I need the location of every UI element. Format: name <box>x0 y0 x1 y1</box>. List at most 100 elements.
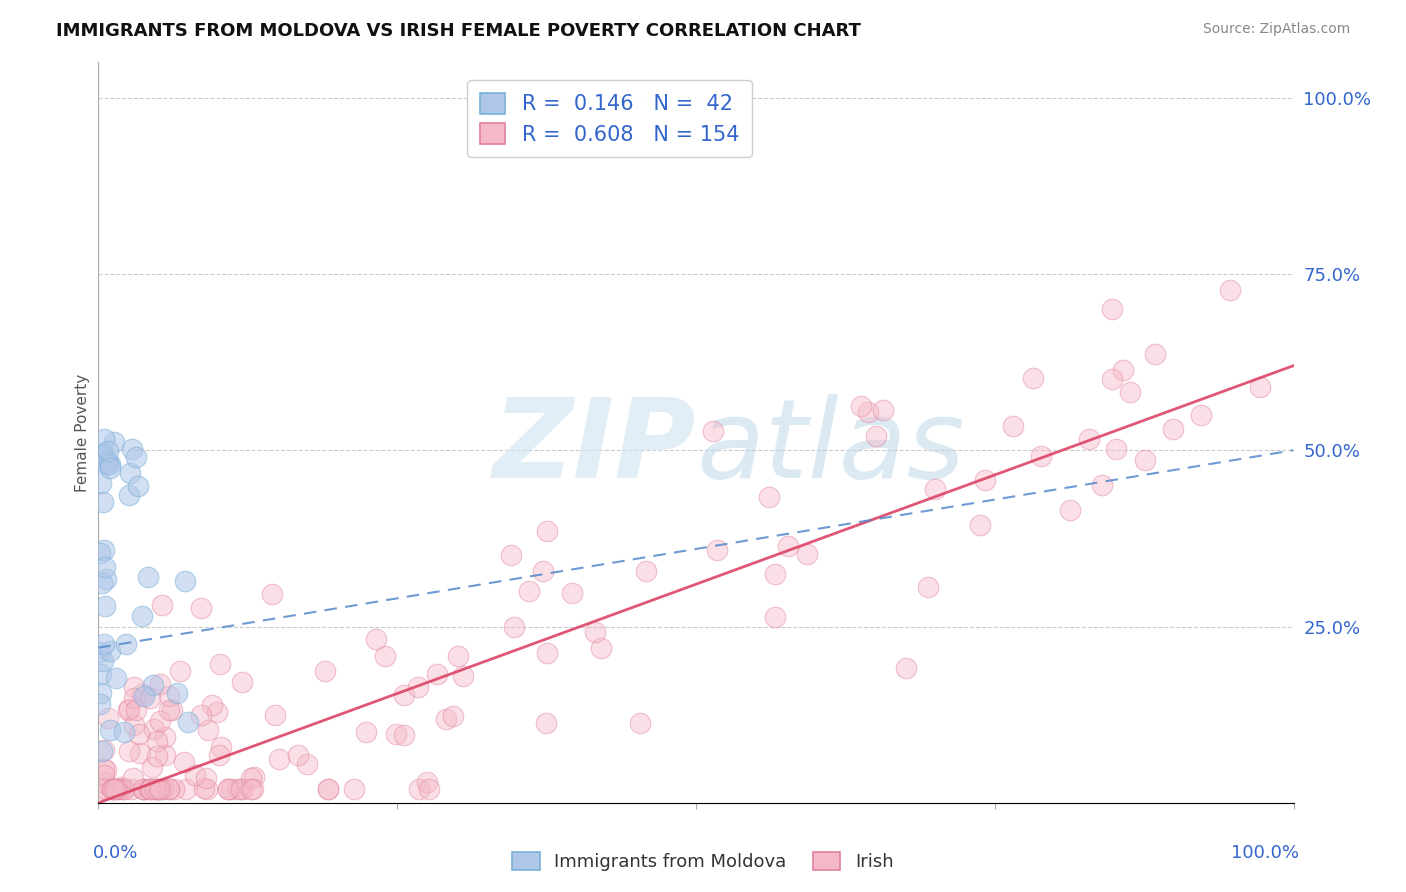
Point <box>93 542 115 557</box>
Point <box>93 636 115 650</box>
Point <box>125 703 148 717</box>
Point <box>865 429 887 443</box>
Point <box>121 442 143 457</box>
Point <box>197 723 219 737</box>
Point <box>153 730 176 744</box>
Point <box>118 488 141 502</box>
Point <box>94 560 117 574</box>
Point <box>157 781 180 796</box>
Point <box>131 608 153 623</box>
Point <box>243 770 266 784</box>
Point <box>1249 380 1271 394</box>
Point <box>97 455 120 469</box>
Point <box>589 641 612 656</box>
Point <box>91 744 114 758</box>
Point <box>1112 363 1135 377</box>
Point <box>94 763 117 777</box>
Point <box>138 781 160 796</box>
Point <box>262 587 284 601</box>
Point <box>499 548 522 562</box>
Point <box>149 714 172 728</box>
Point <box>229 781 252 796</box>
Y-axis label: Female Poverty: Female Poverty <box>75 374 90 491</box>
Point <box>162 703 184 717</box>
Point <box>150 598 173 612</box>
Point <box>132 781 155 796</box>
Point <box>93 743 115 757</box>
Point <box>1059 503 1081 517</box>
Point <box>706 543 728 558</box>
Point <box>169 664 191 678</box>
Point <box>90 667 112 681</box>
Point <box>209 739 232 754</box>
Point <box>112 781 135 796</box>
Point <box>131 688 153 702</box>
Point <box>93 599 115 613</box>
Point <box>1219 283 1241 297</box>
Point <box>98 460 121 475</box>
Point <box>195 781 218 796</box>
Point <box>120 466 142 480</box>
Point <box>97 444 120 458</box>
Point <box>163 781 186 796</box>
Point <box>765 567 787 582</box>
Point <box>426 666 449 681</box>
Point <box>232 781 254 796</box>
Point <box>1105 442 1128 457</box>
Point <box>201 698 224 712</box>
Point <box>112 725 135 739</box>
Point <box>228 781 250 796</box>
Point <box>1101 372 1123 386</box>
Point <box>148 781 170 796</box>
Point <box>122 691 145 706</box>
Point <box>173 755 195 769</box>
Point <box>143 781 166 796</box>
Point <box>90 448 112 462</box>
Point <box>343 781 366 796</box>
Point <box>146 748 169 763</box>
Point <box>121 771 143 785</box>
Point <box>917 581 939 595</box>
Point <box>776 539 799 553</box>
Point <box>101 781 124 796</box>
Point <box>1078 432 1101 446</box>
Point <box>142 722 165 736</box>
Point <box>1133 452 1156 467</box>
Point <box>1022 371 1045 385</box>
Point <box>193 780 215 795</box>
Text: atlas: atlas <box>696 394 965 501</box>
Point <box>1002 418 1025 433</box>
Point <box>131 781 153 796</box>
Point <box>90 575 112 590</box>
Text: 100.0%: 100.0% <box>1232 844 1299 862</box>
Point <box>503 619 526 633</box>
Point <box>148 677 170 691</box>
Point <box>1189 408 1212 422</box>
Point <box>1144 347 1167 361</box>
Point <box>416 775 439 789</box>
Point <box>190 601 212 615</box>
Point <box>117 703 139 717</box>
Point <box>194 771 217 785</box>
Point <box>176 714 198 729</box>
Point <box>208 657 231 672</box>
Point <box>628 716 651 731</box>
Point <box>94 572 117 586</box>
Point <box>217 781 239 796</box>
Point <box>153 747 176 762</box>
Point <box>969 517 991 532</box>
Point <box>447 648 470 663</box>
Point <box>173 574 195 588</box>
Point <box>392 689 415 703</box>
Point <box>90 686 112 700</box>
Point <box>145 781 167 796</box>
Point <box>94 775 117 789</box>
Point <box>141 760 163 774</box>
Point <box>531 565 554 579</box>
Point <box>453 669 475 683</box>
Point <box>132 689 155 703</box>
Point <box>157 703 180 717</box>
Point <box>702 424 724 438</box>
Point <box>89 546 111 560</box>
Point <box>149 781 172 796</box>
